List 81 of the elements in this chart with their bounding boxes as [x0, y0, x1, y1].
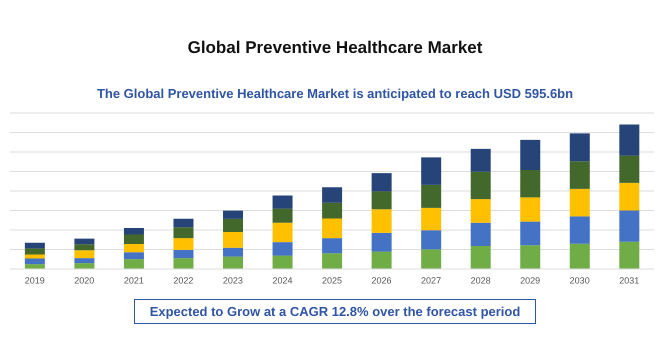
bar [223, 210, 244, 219]
bar [372, 232, 392, 252]
bar [24, 248, 45, 255]
bar [421, 184, 442, 208]
bar [619, 156, 640, 183]
bar [570, 188, 590, 216]
x-tick-label: 2021 [124, 275, 144, 286]
text: Expected to Grow at a CAGR 12.8% over the forecast period [134, 299, 536, 324]
bar [173, 238, 194, 250]
bar [322, 238, 342, 254]
bar [619, 242, 640, 269]
x-tick-label: 2019 [24, 275, 45, 286]
bar [124, 252, 144, 260]
bar [520, 222, 540, 246]
x-tick-label: 2024 [272, 275, 292, 286]
bar [124, 234, 144, 244]
bar [74, 258, 94, 264]
bar [322, 253, 342, 269]
bar [372, 209, 392, 233]
bar [173, 227, 194, 238]
bar [470, 199, 491, 223]
bar [24, 242, 45, 248]
x-tick-label: 2029 [520, 275, 540, 286]
bar [272, 222, 293, 242]
bar [372, 191, 392, 210]
bar [421, 208, 442, 230]
bar [173, 258, 194, 269]
bar [173, 250, 194, 258]
bar [470, 246, 491, 269]
bar [322, 187, 342, 203]
bar [74, 238, 94, 244]
x-tick-label: 2026 [372, 275, 392, 286]
x-tick-label: 2028 [470, 275, 491, 286]
bar [74, 250, 94, 258]
bar [619, 210, 640, 242]
bar [520, 170, 540, 198]
bar [272, 256, 293, 269]
x-tick-label: 2027 [421, 275, 442, 286]
bar [421, 157, 442, 185]
bar [173, 218, 194, 228]
bar [24, 254, 45, 258]
bar [470, 222, 491, 246]
bar [272, 208, 293, 223]
bar [322, 202, 342, 218]
bar [520, 197, 540, 222]
bar [24, 264, 45, 269]
x-tick-label: 2030 [570, 275, 590, 286]
bar [372, 173, 392, 192]
bar [570, 133, 590, 162]
bar [619, 182, 640, 210]
bar [223, 256, 244, 269]
x-tick-label: 2031 [619, 275, 640, 286]
bar [619, 124, 640, 156]
bar [470, 172, 491, 200]
bar [124, 228, 144, 234]
bar [520, 245, 540, 269]
bar [570, 216, 590, 244]
x-tick-label: 2023 [222, 275, 243, 286]
bar [421, 230, 442, 250]
bar [74, 244, 94, 250]
bar [272, 195, 293, 209]
x-tick-label: 2020 [74, 275, 94, 286]
bar [74, 263, 94, 269]
bar [124, 244, 144, 252]
bar [124, 259, 144, 269]
x-tick-label: 2025 [322, 275, 342, 286]
bar [272, 242, 293, 256]
bar [223, 218, 244, 232]
bar [470, 148, 491, 172]
bar [322, 218, 342, 238]
bar [570, 244, 590, 269]
chart-title: Global Preventive Healthcare Market [186, 38, 484, 58]
bar [520, 140, 540, 170]
bar [372, 252, 392, 269]
bar [223, 248, 244, 257]
bar [24, 258, 45, 264]
bar [570, 161, 590, 189]
x-tick-label: 2022 [173, 275, 194, 286]
bar [421, 249, 442, 269]
chart-subtitle: The Global Preventive Healthcare Market is anticipated to reach USD 595.6bn [96, 86, 574, 101]
bar [223, 232, 244, 248]
